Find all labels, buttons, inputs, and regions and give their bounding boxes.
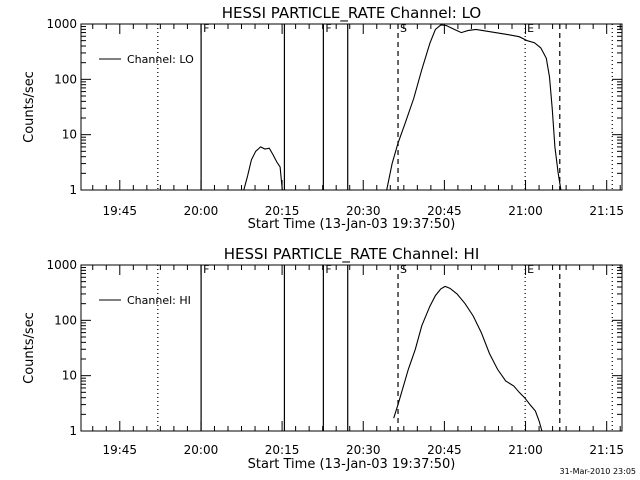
series-line [243, 146, 283, 191]
x-tick-label: 20:30 [346, 443, 381, 457]
y-axis-label: Counts/sec [22, 71, 37, 143]
x-tick-label: 19:45 [102, 443, 137, 457]
y-tick-label: 100 [54, 313, 77, 327]
time-marker-label: F [325, 22, 331, 35]
chart-title: HESSI PARTICLE_RATE Channel: LO [222, 4, 481, 23]
x-tick-label: 19:45 [102, 204, 137, 218]
plot-frame [80, 264, 623, 432]
time-marker-label: S [400, 263, 407, 276]
x-tick-label: 21:15 [589, 443, 624, 457]
y-tick-label: 10 [62, 369, 77, 383]
y-tick-label: 1 [69, 183, 77, 197]
time-marker-label: F [203, 263, 209, 276]
chart-title: HESSI PARTICLE_RATE Channel: HI [224, 245, 480, 264]
y-axis-label: Counts/sec [22, 312, 37, 384]
time-marker-label: F [203, 22, 209, 35]
plot-frame [80, 23, 623, 191]
y-tick-label: 1000 [46, 17, 77, 31]
series-line [393, 285, 543, 432]
x-axis-label: Start Time (13-Jan-03 19:37:50) [248, 457, 456, 472]
x-tick-label: 20:45 [427, 443, 462, 457]
y-tick-label: 1000 [46, 258, 77, 272]
x-tick-label: 20:15 [265, 204, 300, 218]
x-tick-label: 21:15 [589, 204, 624, 218]
y-tick-label: 10 [62, 128, 77, 142]
time-marker-label: F [325, 263, 331, 276]
series-line [386, 24, 562, 191]
time-marker-label: E [527, 22, 534, 35]
x-tick-label: 20:00 [184, 204, 219, 218]
time-marker-label: S [400, 22, 407, 35]
footer-timestamp: 31-Mar-2010 23:05 [560, 467, 637, 476]
legend-label: Channel: LO [127, 53, 194, 66]
x-tick-label: 20:00 [184, 443, 219, 457]
x-axis-label: Start Time (13-Jan-03 19:37:50) [248, 217, 456, 232]
time-marker-label: E [527, 263, 534, 276]
x-tick-label: 20:30 [346, 204, 381, 218]
panel-lo: HESSI PARTICLE_RATE Channel: LO 1 10 100 100… [22, 4, 624, 232]
x-tick-label: 21:00 [508, 204, 543, 218]
panel-hi: HESSI PARTICLE_RATE Channel: HI 1 10 100 100… [22, 245, 624, 472]
x-tick-label: 21:00 [508, 443, 543, 457]
x-tick-label: 20:45 [427, 204, 462, 218]
legend-label: Channel: HI [127, 294, 191, 307]
y-tick-label: 1 [69, 424, 77, 438]
x-tick-label: 20:15 [265, 443, 300, 457]
y-tick-label: 100 [54, 72, 77, 86]
